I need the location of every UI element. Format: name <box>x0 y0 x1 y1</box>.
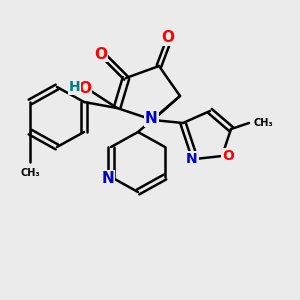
Text: CH₃: CH₃ <box>20 168 40 178</box>
Text: O: O <box>94 46 107 62</box>
Text: N: N <box>186 152 198 166</box>
Text: H: H <box>69 80 80 94</box>
Text: N: N <box>102 171 114 186</box>
Text: N: N <box>145 111 158 126</box>
Text: CH₃: CH₃ <box>254 118 273 128</box>
Text: O: O <box>222 149 234 163</box>
Text: O: O <box>161 30 175 45</box>
Text: O: O <box>78 81 91 96</box>
